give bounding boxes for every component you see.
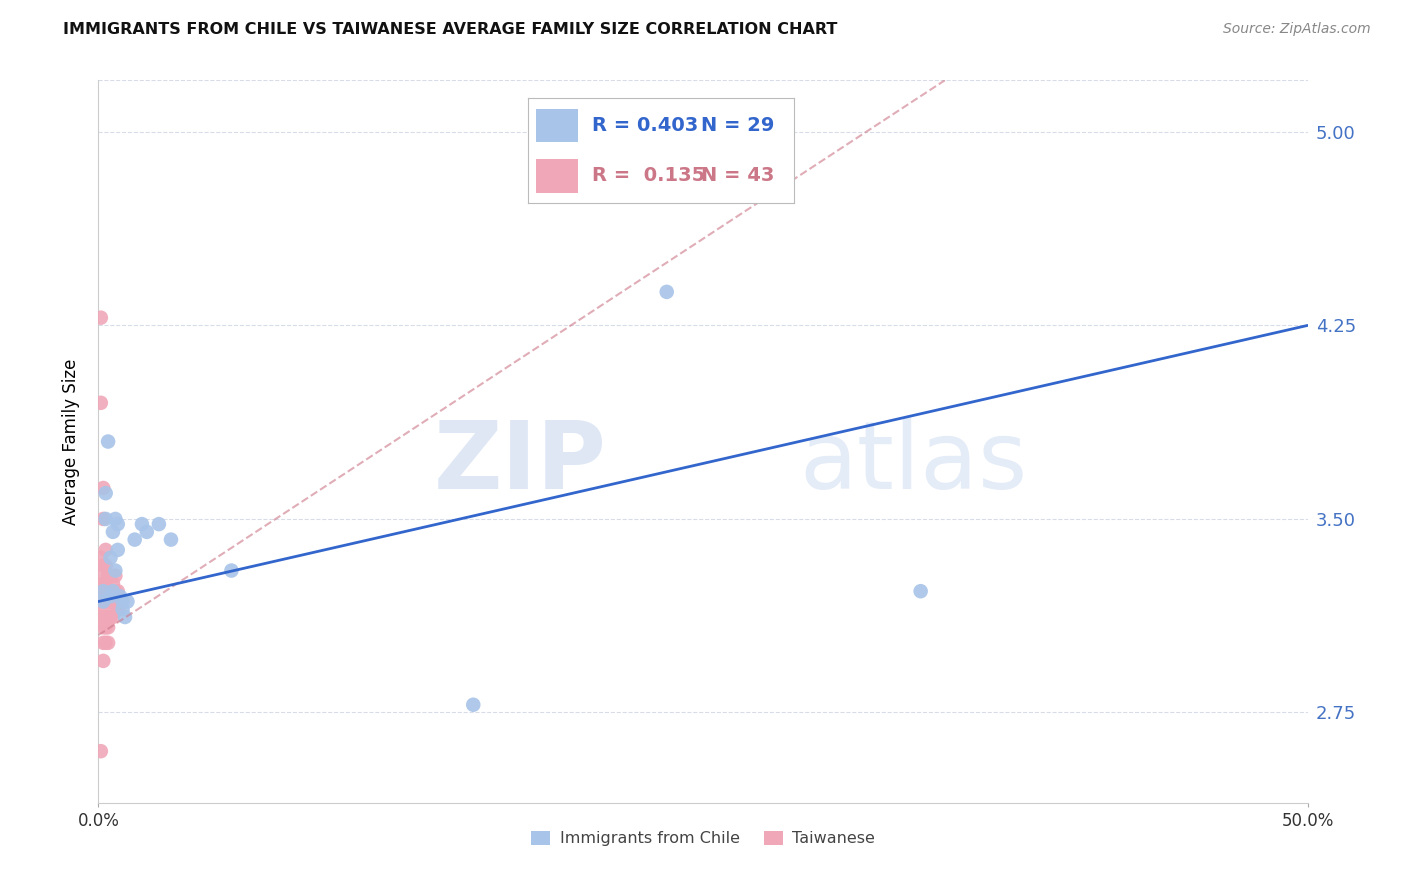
Point xyxy=(97,568,120,582)
Text: ZIP: ZIP xyxy=(433,417,606,509)
Point xyxy=(107,517,129,532)
Point xyxy=(104,564,127,578)
Point xyxy=(160,533,183,547)
Point xyxy=(655,285,678,299)
Point xyxy=(108,590,131,604)
Point xyxy=(94,558,117,573)
Point xyxy=(91,512,114,526)
Point xyxy=(101,576,124,591)
Point xyxy=(90,310,112,325)
Point xyxy=(100,568,122,582)
Point xyxy=(104,602,127,616)
Point xyxy=(101,584,124,599)
Point xyxy=(117,594,139,608)
Point xyxy=(91,594,114,608)
Point xyxy=(91,636,114,650)
Point xyxy=(91,654,114,668)
Point xyxy=(101,524,124,539)
Point xyxy=(100,594,122,608)
Point xyxy=(97,610,120,624)
Point xyxy=(100,610,122,624)
Point xyxy=(97,584,120,599)
Point xyxy=(90,584,112,599)
Point xyxy=(94,542,117,557)
Point xyxy=(111,602,134,616)
Point xyxy=(94,512,117,526)
Point xyxy=(97,594,120,608)
Point xyxy=(107,542,129,557)
Point xyxy=(94,620,117,634)
Point xyxy=(107,584,129,599)
Point xyxy=(90,744,112,758)
Point xyxy=(104,512,127,526)
Point xyxy=(100,550,122,565)
Point xyxy=(91,594,114,608)
Y-axis label: Average Family Size: Average Family Size xyxy=(62,359,80,524)
Point xyxy=(90,610,112,624)
Point xyxy=(90,568,112,582)
Point xyxy=(94,610,117,624)
Point xyxy=(148,517,170,532)
Point xyxy=(910,584,932,599)
Point xyxy=(221,564,243,578)
Point xyxy=(114,610,136,624)
Point xyxy=(91,584,114,599)
Point xyxy=(90,594,112,608)
Point xyxy=(90,550,112,565)
Point xyxy=(97,636,120,650)
Point xyxy=(135,524,157,539)
Point xyxy=(100,584,122,599)
Point xyxy=(91,558,114,573)
Point xyxy=(97,434,120,449)
Point xyxy=(94,576,117,591)
Point xyxy=(91,576,114,591)
Point xyxy=(100,590,122,604)
Point xyxy=(91,620,114,634)
Point xyxy=(107,602,129,616)
Text: IMMIGRANTS FROM CHILE VS TAIWANESE AVERAGE FAMILY SIZE CORRELATION CHART: IMMIGRANTS FROM CHILE VS TAIWANESE AVERA… xyxy=(63,22,838,37)
Point xyxy=(91,481,114,495)
Point xyxy=(104,568,127,582)
Point xyxy=(101,610,124,624)
Point xyxy=(101,594,124,608)
Point xyxy=(97,620,120,634)
Point xyxy=(463,698,485,712)
Point xyxy=(90,602,112,616)
Point xyxy=(131,517,153,532)
Point xyxy=(94,636,117,650)
Point xyxy=(94,486,117,500)
Point xyxy=(111,594,134,608)
Text: Source: ZipAtlas.com: Source: ZipAtlas.com xyxy=(1223,22,1371,37)
Point xyxy=(94,594,117,608)
Text: atlas: atlas xyxy=(800,417,1028,509)
Point xyxy=(104,584,127,599)
Legend: Immigrants from Chile, Taiwanese: Immigrants from Chile, Taiwanese xyxy=(524,824,882,853)
Point xyxy=(91,610,114,624)
Point xyxy=(124,533,146,547)
Point xyxy=(90,396,112,410)
